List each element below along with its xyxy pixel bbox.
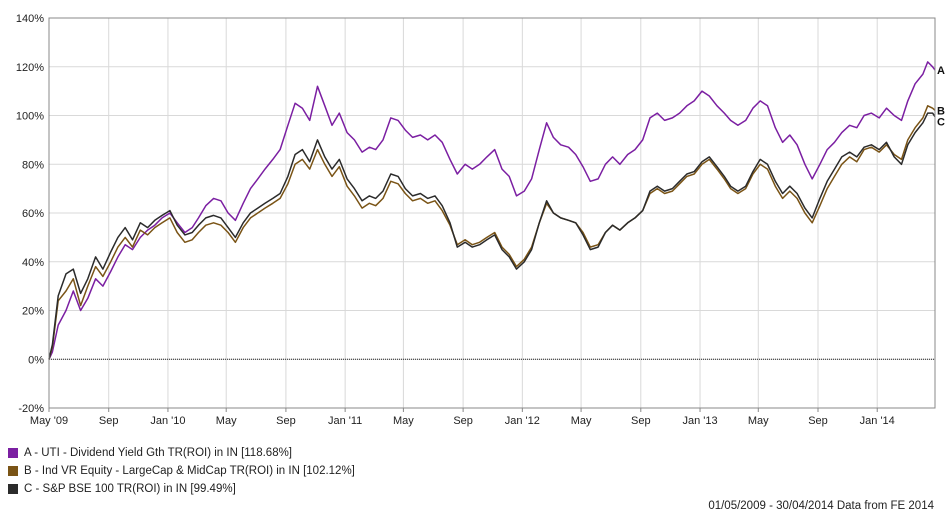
y-tick-label: 60% <box>22 208 44 220</box>
y-axis: -20% 0% 20% 40% 60% 80% 100% 120% 140% <box>16 13 44 415</box>
legend-swatch-b <box>8 466 18 476</box>
line-chart: -20% 0% 20% 40% 60% 80% 100% 120% 140% May '09 Se… <box>16 13 945 427</box>
plot-frame <box>48 17 936 409</box>
x-tick-label: Sep <box>453 415 473 427</box>
legend-item-a: A - UTI - Dividend Yield Gth TR(ROI) in … <box>8 444 355 462</box>
series-line-a <box>48 61 936 360</box>
x-tick-label: May <box>216 415 237 427</box>
legend-label-c: C - S&P BSE 100 TR(ROI) in IN [99.49%] <box>24 483 236 495</box>
y-tick-label: 0% <box>28 354 44 366</box>
legend-swatch-c <box>8 484 18 494</box>
end-label-c: C <box>937 116 945 128</box>
x-tick-label: Sep <box>808 415 828 427</box>
x-tick-label: Jan '10 <box>150 415 185 427</box>
x-tick-label: Jan '12 <box>505 415 540 427</box>
date-range-footer: 01/05/2009 - 30/04/2014 Data from FE 201… <box>708 500 934 512</box>
legend-item-b: B - Ind VR Equity - LargeCap & MidCap TR… <box>8 462 355 480</box>
x-tick-label: Sep <box>631 415 651 427</box>
x-tick-label: May <box>571 415 592 427</box>
legend-swatch-a <box>8 448 18 458</box>
end-label-a: A <box>937 65 945 77</box>
legend: A - UTI - Dividend Yield Gth TR(ROI) in … <box>8 444 355 498</box>
legend-label-b: B - Ind VR Equity - LargeCap & MidCap TR… <box>24 465 355 477</box>
series-line-b <box>48 105 936 360</box>
y-tick-label: 40% <box>22 257 44 269</box>
legend-item-c: C - S&P BSE 100 TR(ROI) in IN [99.49%] <box>8 480 355 498</box>
series-lines <box>48 61 936 360</box>
x-tick-label: May <box>748 415 769 427</box>
y-tick-label: -20% <box>18 403 44 415</box>
legend-label-a: A - UTI - Dividend Yield Gth TR(ROI) in … <box>24 447 293 459</box>
series-line-c <box>48 112 936 360</box>
y-tick-label: 20% <box>22 306 44 318</box>
end-labels: A BC <box>937 65 945 128</box>
x-tick-label: Sep <box>99 415 119 427</box>
x-tick-label: May <box>393 415 414 427</box>
y-tick-label: 140% <box>16 13 44 25</box>
x-tick-label: Sep <box>276 415 296 427</box>
y-tick-label: 120% <box>16 62 44 74</box>
x-axis: May '09 Sep Jan '10 May Sep Jan '11 May Sep Jan … <box>30 408 895 427</box>
grid <box>48 17 935 409</box>
y-tick-label: 100% <box>16 111 44 123</box>
x-tick-label: Jan '13 <box>682 415 717 427</box>
x-tick-label: May '09 <box>30 415 68 427</box>
x-tick-label: Jan '14 <box>860 415 895 427</box>
y-tick-label: 80% <box>22 159 44 171</box>
x-tick-label: Jan '11 <box>328 415 362 427</box>
end-label-b: B <box>937 105 945 117</box>
